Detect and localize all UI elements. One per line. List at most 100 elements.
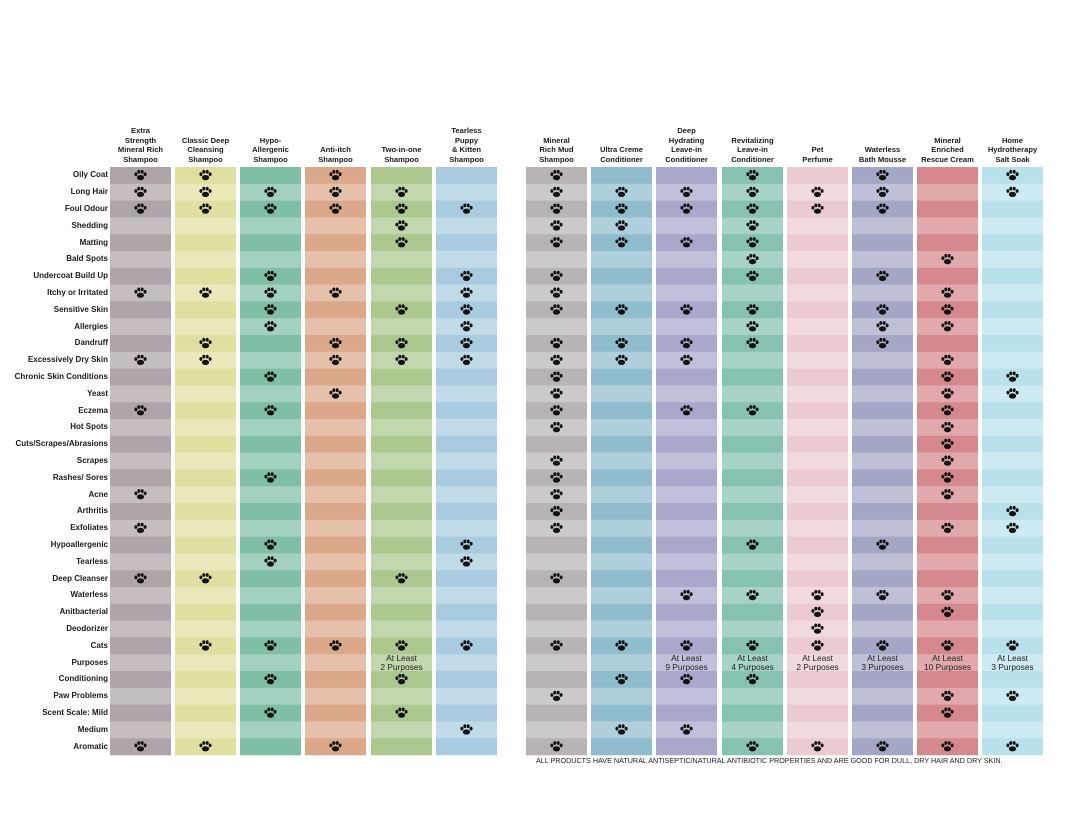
column-cell	[852, 503, 913, 521]
paw-icon	[550, 388, 563, 399]
column-cell	[371, 368, 432, 386]
column-cell	[982, 603, 1043, 621]
column-cell	[787, 435, 848, 453]
column-cell	[240, 419, 301, 437]
column-header-line: Hydrotherapy	[987, 145, 1038, 154]
paw-icon	[615, 203, 628, 214]
column-cell	[917, 234, 978, 252]
column-cell	[852, 654, 913, 672]
column-cell	[852, 284, 913, 302]
column-cell	[787, 536, 848, 554]
paw-icon	[395, 186, 408, 197]
paw-icon	[680, 589, 693, 601]
column-cell	[722, 419, 783, 437]
column-cell	[371, 603, 432, 621]
column-cell	[110, 587, 171, 605]
paw-icon	[550, 455, 563, 466]
column-cell	[436, 486, 497, 504]
column-header-line: Shampoo	[539, 154, 574, 164]
paw-icon	[134, 203, 147, 214]
column-cell	[175, 603, 236, 621]
column-cell	[656, 318, 717, 336]
paw-icon	[550, 741, 563, 752]
column-cell	[917, 536, 978, 554]
column-cell	[591, 469, 652, 487]
column-header-line: Leave-in	[671, 145, 702, 154]
column-header-line: Mineral	[934, 135, 961, 145]
paw-icon	[615, 354, 628, 365]
column-cell	[305, 603, 366, 621]
column-header-line: Home	[1001, 135, 1024, 145]
purposes-text: 10 Purposes	[924, 662, 971, 672]
column-cell	[371, 486, 432, 504]
paw-icon	[615, 186, 628, 197]
paw-icon	[811, 623, 824, 634]
column-cell	[110, 637, 171, 655]
column-cell	[371, 267, 432, 285]
column-cell	[305, 486, 366, 504]
column-cell	[175, 553, 236, 571]
column-header-line: Perfume	[802, 154, 833, 164]
column-cell	[852, 435, 913, 453]
column-header-line: Allergenic	[252, 145, 289, 154]
paw-icon	[876, 589, 889, 601]
column-header-line: Conditioner	[731, 154, 774, 164]
paw-icon	[460, 203, 473, 214]
column-header-line: Shampoo	[384, 154, 419, 164]
column-cell	[722, 435, 783, 453]
column-cell	[110, 335, 171, 353]
paw-icon	[811, 203, 824, 214]
paw-icon	[550, 690, 563, 701]
paw-icon	[134, 169, 147, 181]
purposes-text: At Least	[802, 653, 833, 663]
paw-icon	[460, 354, 473, 365]
column-cell	[656, 368, 717, 386]
paw-icon	[1006, 522, 1019, 533]
column-cell	[436, 519, 497, 537]
column-cell	[436, 704, 497, 722]
column-cell	[787, 351, 848, 369]
column-cell	[110, 671, 171, 689]
column-cell	[175, 654, 236, 672]
column-header-line: Pet	[811, 145, 824, 154]
column-cell	[110, 553, 171, 571]
column-header: Mineral Rich Mud Shampoo	[526, 118, 587, 164]
paw-icon	[264, 287, 277, 298]
column-cell	[175, 536, 236, 554]
column-cell	[175, 452, 236, 470]
paw-icon	[134, 741, 147, 752]
paw-icon	[329, 741, 342, 752]
paw-icon	[264, 707, 277, 718]
column-cell	[240, 738, 301, 756]
column-cell	[371, 620, 432, 638]
paw-icon	[264, 673, 277, 685]
paw-icon	[550, 405, 563, 416]
purposes-text: 2 Purposes	[796, 662, 838, 672]
column-cell	[526, 536, 587, 554]
column-cell	[305, 503, 366, 521]
column-header: Anti-itch Shampoo	[305, 118, 366, 164]
paw-icon	[941, 287, 954, 298]
purposes-text: At Least	[671, 653, 702, 663]
column-cell	[591, 620, 652, 638]
column-cell	[982, 452, 1043, 470]
column-cell	[110, 469, 171, 487]
paw-icon	[876, 203, 889, 214]
column-cell	[436, 603, 497, 621]
column-cell	[722, 452, 783, 470]
column-cell	[526, 704, 587, 722]
column-cell	[982, 301, 1043, 319]
column-header: Ultra Creme Conditioner	[591, 118, 652, 164]
column-cell	[917, 620, 978, 638]
paw-icon	[460, 337, 473, 349]
paw-icon	[329, 169, 342, 181]
column-cell	[982, 587, 1043, 605]
paw-icon	[876, 321, 889, 332]
paw-icon	[680, 673, 693, 685]
paw-icon	[264, 321, 277, 332]
paw-icon	[941, 304, 954, 315]
paw-icon	[134, 405, 147, 416]
column-cell	[852, 553, 913, 571]
column-cell	[371, 503, 432, 521]
paw-icon	[941, 489, 954, 500]
